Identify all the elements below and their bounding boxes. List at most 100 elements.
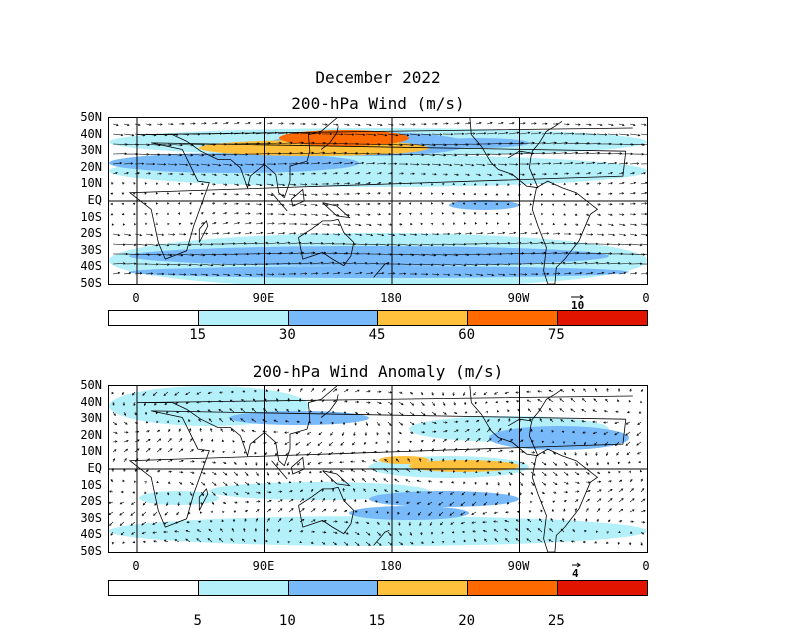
lon-tick-label: 0 bbox=[642, 560, 649, 572]
lat-tick-label: 50S bbox=[72, 545, 102, 557]
colorbar-label: 5 bbox=[193, 614, 201, 628]
lat-tick-label: 40S bbox=[72, 528, 102, 540]
colorbar-label: 15 bbox=[189, 328, 206, 342]
lat-tick-label: 10N bbox=[72, 445, 102, 457]
wind-vector-head bbox=[508, 223, 510, 225]
reference-vector-2-label: 4 bbox=[572, 567, 582, 580]
colorbar-swatch bbox=[289, 581, 379, 595]
wind-vector-head bbox=[420, 213, 422, 215]
figure-title: December 2022 bbox=[0, 68, 756, 88]
lon-tick-label: 90E bbox=[253, 292, 275, 304]
wind-vector-head bbox=[211, 511, 213, 513]
lon-tick-label: 90E bbox=[253, 560, 275, 572]
lat-tick-label: 30N bbox=[72, 144, 102, 156]
colorbar-label: 15 bbox=[369, 614, 386, 628]
wind-vector-head bbox=[233, 451, 235, 453]
colorbar-swatch bbox=[199, 311, 289, 325]
lat-tick-label: 40N bbox=[72, 128, 102, 140]
reference-vector-2: 4 bbox=[572, 558, 582, 580]
wind-vector-head bbox=[156, 213, 158, 215]
wind-vector bbox=[608, 244, 620, 245]
colorbar-1 bbox=[108, 310, 648, 326]
panel-1-title: 200-hPa Wind (m/s) bbox=[0, 94, 756, 114]
wind-vector-head bbox=[529, 224, 531, 226]
wind-vector-head bbox=[431, 223, 433, 225]
colorbar-swatch bbox=[289, 311, 379, 325]
colorbar-swatch bbox=[468, 311, 558, 325]
shading-layer bbox=[109, 128, 647, 284]
colorbar-swatch bbox=[199, 581, 289, 595]
wind-vector-head bbox=[398, 441, 400, 443]
lat-tick-label: 10S bbox=[72, 211, 102, 223]
wind-vector-head bbox=[387, 441, 389, 443]
lon-tick-label: 180 bbox=[380, 292, 402, 304]
wind-vector-head bbox=[134, 481, 136, 483]
lat-tick-label: 20S bbox=[72, 227, 102, 239]
panel-2-title: 200-hPa Wind Anomaly (m/s) bbox=[0, 362, 756, 382]
colorbar-label: 30 bbox=[279, 328, 296, 342]
wind-vector-head bbox=[530, 213, 532, 215]
lon-tick-label: 0 bbox=[132, 560, 139, 572]
colorbar-label: 20 bbox=[458, 614, 475, 628]
lat-tick-label: 40S bbox=[72, 260, 102, 272]
wind-vector bbox=[113, 244, 125, 245]
lon-tick-label: 90W bbox=[508, 292, 530, 304]
anomaly-map-svg bbox=[109, 386, 647, 552]
coastline bbox=[291, 457, 304, 474]
lat-tick-label: 50S bbox=[72, 277, 102, 289]
lat-tick-label: 20N bbox=[72, 429, 102, 441]
colorbar-swatch bbox=[558, 581, 647, 595]
wind-vector-head bbox=[409, 213, 411, 215]
lat-tick-label: EQ bbox=[72, 194, 102, 206]
colorbar-label: 25 bbox=[548, 614, 565, 628]
lat-tick-label: 50N bbox=[72, 111, 102, 123]
colorbar-label: 10 bbox=[279, 614, 296, 628]
wind-vector bbox=[641, 154, 647, 155]
wind-vector-head bbox=[640, 401, 642, 403]
lat-tick-label: 10S bbox=[72, 479, 102, 491]
shading-blob bbox=[129, 266, 629, 278]
lat-tick-label: 30N bbox=[72, 412, 102, 424]
wind-vector bbox=[641, 273, 647, 274]
wind-vector-head bbox=[332, 411, 334, 413]
lon-tick-label: 90W bbox=[508, 560, 530, 572]
colorbar-swatch bbox=[378, 311, 468, 325]
shading-blob bbox=[129, 246, 609, 266]
wind-vector-head bbox=[629, 471, 631, 473]
colorbar-swatch bbox=[378, 581, 468, 595]
lat-tick-label: 30S bbox=[72, 244, 102, 256]
colorbar-label: 45 bbox=[369, 328, 386, 342]
lat-tick-label: 20S bbox=[72, 495, 102, 507]
wind-vector-head bbox=[134, 223, 136, 225]
wind-vector-head bbox=[222, 511, 224, 513]
colorbar-swatch bbox=[109, 311, 199, 325]
wind-vector-head bbox=[167, 183, 169, 185]
wind-map-svg bbox=[109, 118, 647, 284]
colorbar-2 bbox=[108, 580, 648, 596]
wind-vector-head bbox=[519, 223, 521, 225]
wind-vector-head bbox=[178, 183, 180, 185]
lat-tick-label: 10N bbox=[72, 177, 102, 189]
wind-vector-head bbox=[442, 193, 444, 195]
lon-tick-label: 0 bbox=[132, 292, 139, 304]
coastline bbox=[291, 189, 304, 206]
coastline bbox=[199, 221, 208, 243]
lon-tick-label: 180 bbox=[380, 560, 402, 572]
wind-vector bbox=[630, 244, 642, 245]
wind-vector-head bbox=[541, 213, 543, 215]
lon-tick-label: 0 bbox=[642, 292, 649, 304]
shading-blob bbox=[109, 153, 359, 173]
colorbar-label: 75 bbox=[548, 328, 565, 342]
colorbar-swatch bbox=[468, 581, 558, 595]
wind-map-panel bbox=[108, 117, 648, 285]
reference-vector-1: 10 bbox=[571, 290, 585, 312]
colorbar-label: 60 bbox=[458, 328, 475, 342]
wind-vector bbox=[619, 244, 631, 245]
lat-tick-label: 40N bbox=[72, 396, 102, 408]
lat-tick-label: 20N bbox=[72, 161, 102, 173]
wind-vector bbox=[124, 244, 136, 245]
lat-tick-label: 30S bbox=[72, 512, 102, 524]
wind-vector-head bbox=[145, 223, 147, 225]
lat-tick-label: EQ bbox=[72, 462, 102, 474]
wind-vector-head bbox=[442, 223, 444, 225]
